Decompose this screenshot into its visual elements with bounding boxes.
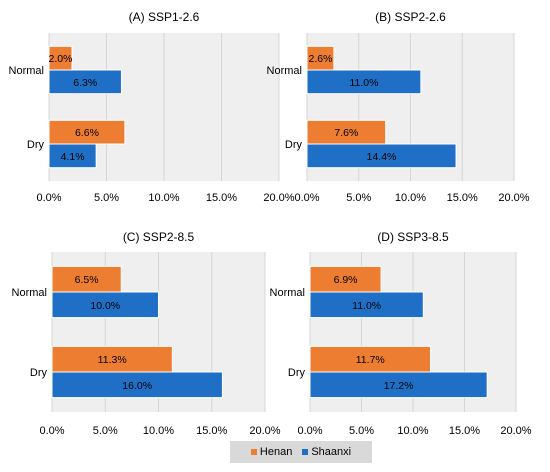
x-tick-label: 0.0% <box>294 192 319 204</box>
bar-data-label: 6.9% <box>334 274 358 286</box>
bar-data-label: 11.0% <box>352 300 381 312</box>
bar-shaanxi <box>306 69 422 95</box>
bar-shaanxi <box>306 143 457 169</box>
chart-title: (B) SSP2-2.6 <box>375 10 446 24</box>
x-tick-label: 5.0% <box>94 192 119 204</box>
bar-data-label: 16.0% <box>122 380 152 392</box>
x-tick-label: 0.0% <box>297 425 322 437</box>
bar-shaanxi <box>51 371 223 399</box>
bar-data-label: 17.2% <box>384 380 414 392</box>
legend-label-shaanxi: Shaanxi <box>311 446 352 458</box>
x-tick-label: 15.0% <box>196 425 227 437</box>
x-tick-label: 10.0% <box>397 425 428 437</box>
x-tick-label: 5.0% <box>346 192 371 204</box>
bar-shaanxi <box>48 143 97 169</box>
bar-data-label: 11.3% <box>98 354 127 366</box>
x-tick-label: 5.0% <box>349 425 374 437</box>
chart-title: (D) SSP3-8.5 <box>377 230 449 244</box>
bar-data-label: 6.5% <box>75 274 99 286</box>
x-tick-label: 5.0% <box>93 425 118 437</box>
y-category-label: Normal <box>270 287 305 299</box>
x-tick-label: 20.0% <box>498 192 529 204</box>
bar-shaanxi <box>51 291 159 319</box>
legend-label-henan: Henan <box>259 446 293 458</box>
x-tick-label: 20.0% <box>500 425 531 437</box>
bar-data-label: 2.6% <box>308 53 332 65</box>
y-category-label: Dry <box>288 367 306 379</box>
bar-shaanxi <box>309 291 424 319</box>
bar-henan <box>51 345 173 373</box>
y-category-label: Dry <box>285 139 303 151</box>
bar-henan <box>309 265 382 293</box>
bar-data-label: 14.4% <box>367 151 397 163</box>
x-tick-label: 15.0% <box>447 192 478 204</box>
legend-swatch-henan <box>250 449 257 455</box>
x-tick-label: 10.0% <box>395 192 426 204</box>
bar-data-label: 11.7% <box>356 354 385 366</box>
bar-data-label: 10.0% <box>90 300 120 312</box>
y-category-label: Dry <box>30 367 48 379</box>
legend-swatch-shaanxi <box>302 449 309 455</box>
chart-title: (A) SSP1-2.6 <box>129 10 200 24</box>
x-tick-label: 0.0% <box>36 192 61 204</box>
x-tick-label: 20.0% <box>263 192 294 204</box>
chart-panel-0: 0.0% 5.0% 10.0% 15.0% 20.0% (A) SSP1-2.6 Norma… <box>9 10 295 204</box>
chart-panel-2: 0.0% 5.0% 10.0% 15.0% 20.0% (C) SSP2-8.5 Norma… <box>12 230 281 437</box>
x-tick-label: 20.0% <box>249 425 280 437</box>
bar-shaanxi <box>48 69 122 95</box>
bar-data-label: 2.0% <box>49 53 73 65</box>
chart-title: (C) SSP2-8.5 <box>123 230 195 244</box>
x-tick-label: 10.0% <box>143 425 174 437</box>
y-category-label: Dry <box>27 139 45 151</box>
y-category-label: Normal <box>12 287 47 299</box>
x-tick-label: 0.0% <box>39 425 64 437</box>
bar-data-label: 7.6% <box>334 127 358 139</box>
bar-data-label: 6.6% <box>75 127 99 139</box>
x-tick-label: 15.0% <box>206 192 237 204</box>
legend-item-henan: Henan <box>250 446 293 458</box>
x-tick-label: 15.0% <box>449 425 480 437</box>
bar-henan <box>309 345 432 373</box>
bar-data-label: 6.3% <box>73 77 97 89</box>
chart-panel-1: 0.0% 5.0% 10.0% 15.0% 20.0% (B) SSP2-2.6 Norma… <box>267 10 530 204</box>
bar-data-label: 11.0% <box>349 77 378 89</box>
legend: Henan Shaanxi <box>230 441 372 463</box>
chart-panel-3: 0.0% 5.0% 10.0% 15.0% 20.0% (D) SSP3-8.5 Norma… <box>270 230 532 437</box>
x-tick-label: 10.0% <box>148 192 179 204</box>
y-category-label: Normal <box>267 65 302 77</box>
y-category-label: Normal <box>9 65 44 77</box>
bar-data-label: 4.1% <box>61 151 85 163</box>
bar-shaanxi <box>309 371 488 399</box>
legend-item-shaanxi: Shaanxi <box>302 446 351 458</box>
